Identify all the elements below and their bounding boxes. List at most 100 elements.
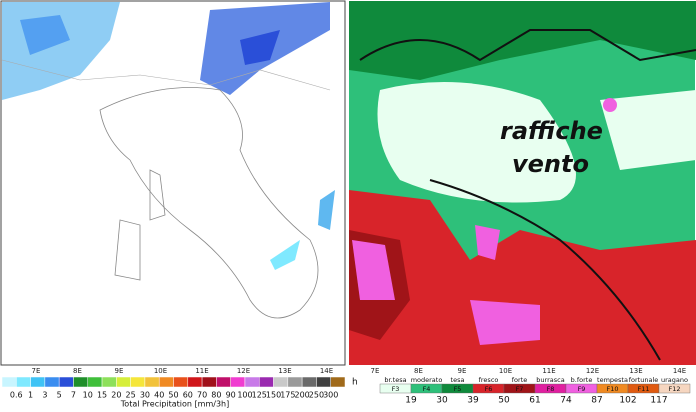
colorbar-box <box>58 376 74 388</box>
colorbar-label: 3 <box>42 391 47 400</box>
lon-tick-label: 8E <box>73 367 82 375</box>
rain-area <box>318 190 335 230</box>
lon-tick-label: 12E <box>237 367 250 375</box>
colorbar-box <box>216 376 231 388</box>
lon-tick-label: 10E <box>154 367 167 375</box>
colorbar-box <box>316 376 331 388</box>
colorbar-label: 200 <box>294 391 309 400</box>
lon-tick-label: 13E <box>629 367 642 375</box>
lon-tick-label: 7E <box>32 367 41 375</box>
coastline <box>99 87 319 319</box>
colorbar-box <box>30 376 46 388</box>
legend-force: F11 <box>637 385 649 393</box>
wind-area <box>377 82 576 203</box>
colorbar-label: 7 <box>71 391 76 400</box>
annotation: raffiche <box>500 117 603 145</box>
colorbar-label: 1 <box>28 391 33 400</box>
colorbar-box <box>187 376 203 388</box>
lon-tick-label: 9E <box>115 367 124 375</box>
rain-area <box>270 240 300 270</box>
colorbar-box <box>44 376 60 388</box>
legend-speed: 102 <box>619 396 636 406</box>
legend-speed: 19 <box>405 396 417 406</box>
colorbar-box <box>101 376 117 388</box>
colorbar-label: 40 <box>154 391 164 400</box>
colorbar-label: 175 <box>280 391 295 400</box>
colorbar-label: 10 <box>83 391 93 400</box>
unit-label: h <box>352 378 358 388</box>
colorbar-label: 100 <box>237 391 252 400</box>
colorbar-label: 50 <box>168 391 178 400</box>
colorbar-box <box>273 376 289 388</box>
border <box>359 29 696 62</box>
legend-name: tesa <box>451 376 465 384</box>
colorbar-label: 60 <box>183 391 193 400</box>
wind-map: raffiche vento <box>349 1 696 365</box>
island <box>114 169 166 281</box>
legend-force: F8 <box>547 385 555 393</box>
legend-name: fresco <box>479 376 499 384</box>
border <box>1 59 331 91</box>
colorbar-box <box>173 376 189 388</box>
colorbar-box <box>144 376 160 388</box>
colorbar-label: 70 <box>197 391 207 400</box>
wind-area <box>600 90 696 170</box>
legend-force: F6 <box>485 385 493 393</box>
legend-speed: 87 <box>591 396 602 406</box>
colorbar-box <box>87 376 103 388</box>
colorbar-label: 80 <box>211 391 221 400</box>
legend-speed: 39 <box>467 396 479 406</box>
colorbar-box <box>244 376 260 388</box>
legend-name: b.forte <box>571 376 593 384</box>
colorbar-box <box>1 376 17 388</box>
colorbar-label: 150 <box>266 391 281 400</box>
lon-tick-label: 10E <box>499 367 512 375</box>
legend-name: uragano <box>661 376 688 384</box>
colorbar-box <box>73 376 89 388</box>
rain-area <box>240 30 280 65</box>
lon-tick-label: 7E <box>371 367 380 375</box>
legend-speed: 30 <box>436 396 448 406</box>
wind-area <box>352 240 395 300</box>
legend-force: F9 <box>578 385 586 393</box>
legend-speed: 117 <box>650 396 667 406</box>
precipitation-map <box>0 0 346 366</box>
rain-area <box>20 15 70 55</box>
legend-force: F7 <box>516 385 524 393</box>
colorbar-label: 30 <box>140 391 150 400</box>
colorbar-label: 250 <box>309 391 324 400</box>
annotation: vento <box>512 150 589 178</box>
colorbar-label: 15 <box>97 391 107 400</box>
legend-force: F3 <box>392 385 400 393</box>
lon-tick-label: 12E <box>586 367 599 375</box>
colorbar-box <box>330 376 346 388</box>
legend-force: F10 <box>606 385 618 393</box>
colorbar-label: 0.6 <box>10 391 23 400</box>
colorbar-box <box>287 376 303 388</box>
lon-tick-label: 13E <box>278 367 291 375</box>
legend-name: tempesta <box>597 376 628 384</box>
lon-tick-label: 14E <box>320 367 333 375</box>
lon-tick-label: 9E <box>458 367 467 375</box>
legend-force: F5 <box>454 385 462 393</box>
wind-area <box>349 1 696 80</box>
colorbar-title: Total Precipitation [mm/3h] <box>120 400 229 409</box>
legend-force: F4 <box>423 385 431 393</box>
colorbar-box <box>158 376 174 388</box>
legend-speed: 61 <box>529 396 540 406</box>
colorbar-box <box>16 376 31 388</box>
colorbar-box <box>259 376 274 388</box>
colorbar-box <box>201 376 217 388</box>
colorbar-label: 25 <box>126 391 136 400</box>
legend-speed: 50 <box>498 396 510 406</box>
legend-force: F12 <box>668 385 680 393</box>
lon-tick-label: 11E <box>195 367 208 375</box>
legend-name: moderato <box>411 376 443 384</box>
legend-box <box>658 383 691 394</box>
lon-tick-label: 8E <box>414 367 423 375</box>
legend-name: burrasca <box>536 376 564 384</box>
legend-name: forte <box>512 376 528 384</box>
lon-tick-label: 11E <box>542 367 555 375</box>
colorbar-label: 90 <box>226 391 236 400</box>
